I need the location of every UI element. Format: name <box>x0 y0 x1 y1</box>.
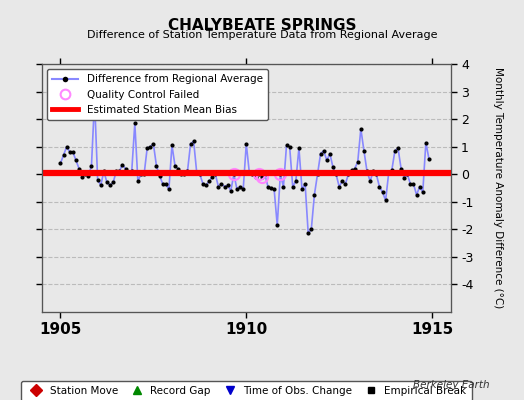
Text: Difference of Station Temperature Data from Regional Average: Difference of Station Temperature Data f… <box>87 30 437 40</box>
Text: CHALYBEATE SPRINGS: CHALYBEATE SPRINGS <box>168 18 356 33</box>
Legend: Station Move, Record Gap, Time of Obs. Change, Empirical Break: Station Move, Record Gap, Time of Obs. C… <box>21 381 472 400</box>
Y-axis label: Monthly Temperature Anomaly Difference (°C): Monthly Temperature Anomaly Difference (… <box>493 67 503 309</box>
Text: Berkeley Earth: Berkeley Earth <box>413 380 490 390</box>
